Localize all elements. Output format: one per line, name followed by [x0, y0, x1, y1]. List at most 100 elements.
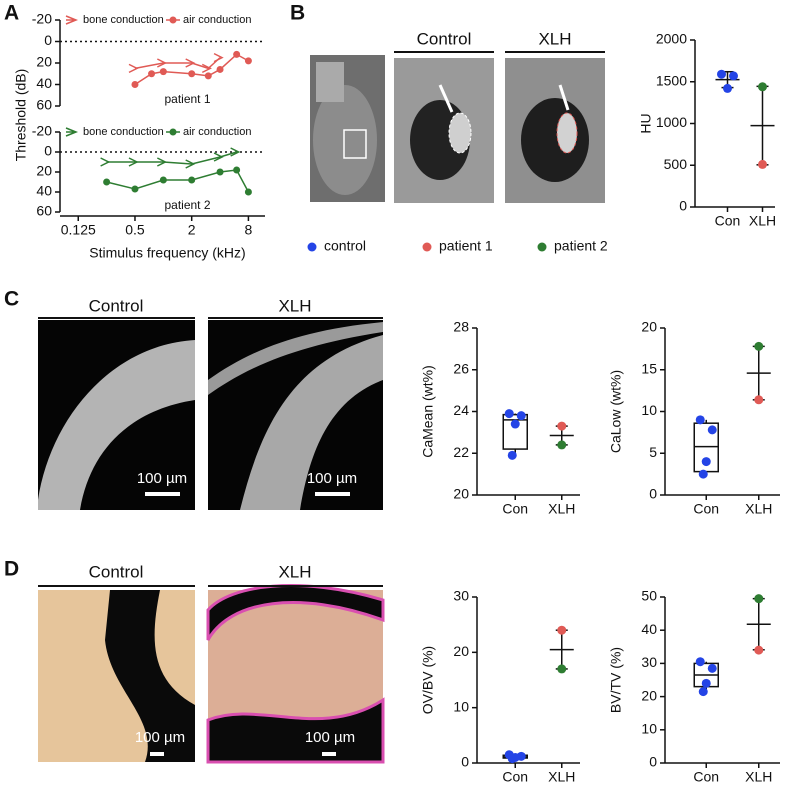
y-tick-label: 0: [679, 198, 687, 214]
marker: [204, 72, 212, 80]
data-point: [557, 421, 567, 431]
y-axis-label: BV/TV (%): [608, 647, 624, 713]
data-point: [758, 82, 767, 92]
panel-label: B: [290, 2, 305, 25]
legend-marker: [65, 127, 79, 137]
marker: [131, 185, 139, 193]
y-tick-label: 20: [453, 643, 469, 659]
legend-label: bone conduction: [83, 126, 164, 138]
data-point: [701, 678, 711, 688]
marker: [156, 157, 168, 167]
y-tick-label: 0: [44, 32, 52, 48]
marker: [185, 159, 196, 169]
data-point: [707, 425, 717, 435]
marker: [159, 176, 167, 184]
series-line: [106, 169, 250, 193]
ct-images: [310, 51, 605, 203]
y-tick-label: 60: [36, 203, 52, 219]
image-label: Control: [417, 29, 472, 48]
data-point: [698, 687, 708, 697]
data-point: [504, 409, 514, 419]
annotation: patient 2: [164, 198, 210, 212]
data-point: [754, 395, 764, 405]
marker: [244, 57, 252, 65]
scale-bar-label: 100 µm: [135, 729, 185, 746]
marker: [216, 65, 224, 73]
scale-bar-label: 100 µm: [305, 729, 355, 746]
data-point: [758, 159, 767, 169]
y-tick-label: 10: [641, 721, 657, 737]
marker: [233, 166, 241, 174]
legend-dot: [307, 242, 317, 252]
x-tick-label: XLH: [749, 213, 776, 229]
marker: [244, 188, 252, 196]
data-point: [698, 469, 708, 479]
x-tick-label: 0.5: [125, 222, 145, 238]
x-axis-label: Stimulus frequency (kHz): [89, 245, 245, 261]
image-label: XLH: [278, 296, 311, 315]
marker: [233, 50, 241, 58]
y-tick-label: 30: [641, 654, 657, 670]
y-tick-label: 500: [664, 156, 688, 172]
data-point: [695, 657, 705, 667]
image-label: XLH: [278, 562, 311, 581]
data-point: [507, 450, 517, 460]
marker: [128, 157, 139, 167]
y-tick-label: 10: [453, 698, 469, 714]
marker: [185, 58, 196, 68]
marker: [128, 63, 139, 74]
data-point: [707, 663, 717, 673]
y-tick-label: 20: [641, 687, 657, 703]
panel-label: C: [4, 288, 19, 311]
data-point: [557, 625, 567, 635]
y-tick-label: 24: [453, 402, 469, 418]
legend-label: control: [324, 238, 366, 254]
y-tick-label: 22: [453, 444, 469, 460]
data-point: [510, 419, 520, 429]
marker: [103, 178, 111, 186]
y-tick-label: 26: [453, 360, 469, 376]
y-tick-label: 28: [453, 319, 469, 335]
y-tick-label: 2000: [656, 31, 687, 47]
series-line: [134, 53, 249, 86]
y-tick-label: 1000: [656, 114, 687, 130]
y-tick-label: 40: [36, 75, 52, 91]
legend-marker: [65, 15, 79, 25]
x-tick-label: XLH: [548, 769, 575, 785]
marker: [156, 58, 168, 68]
marker: [148, 70, 156, 78]
y-tick-label: 20: [453, 486, 469, 502]
data-point: [557, 440, 567, 450]
x-tick-label: 0.125: [61, 222, 96, 238]
y-axis-label: CaMean (wt%): [420, 365, 436, 458]
legend-label: air conduction: [183, 126, 252, 138]
image-label: XLH: [538, 29, 571, 48]
marker: [188, 176, 196, 184]
y-tick-label: 60: [36, 97, 52, 113]
marker: [131, 81, 139, 88]
marker: [216, 168, 224, 176]
panel-label: D: [4, 558, 19, 581]
y-axis-label: HU: [638, 113, 654, 133]
marker: [188, 70, 196, 78]
y-tick-label: -20: [32, 11, 52, 27]
y-axis-label: CaLow (wt%): [608, 370, 624, 453]
y-tick-label: 50: [641, 588, 657, 604]
legend-label: patient 2: [554, 238, 608, 254]
data-point: [557, 664, 567, 674]
y-tick-label: 0: [649, 754, 657, 770]
x-tick-label: Con: [715, 213, 741, 229]
legend-label: bone conduction: [83, 14, 164, 26]
image-label: Control: [89, 296, 144, 315]
series-line: [106, 151, 237, 165]
marker: [230, 147, 241, 157]
x-tick-label: 8: [245, 222, 253, 238]
x-tick-label: XLH: [745, 501, 772, 517]
panel-label: A: [4, 2, 19, 25]
marker: [213, 52, 224, 63]
legend-dot: [537, 242, 547, 252]
data-point: [717, 69, 726, 79]
legend-label: air conduction: [183, 14, 252, 26]
data-point: [723, 83, 732, 93]
x-tick-label: Con: [693, 501, 719, 517]
